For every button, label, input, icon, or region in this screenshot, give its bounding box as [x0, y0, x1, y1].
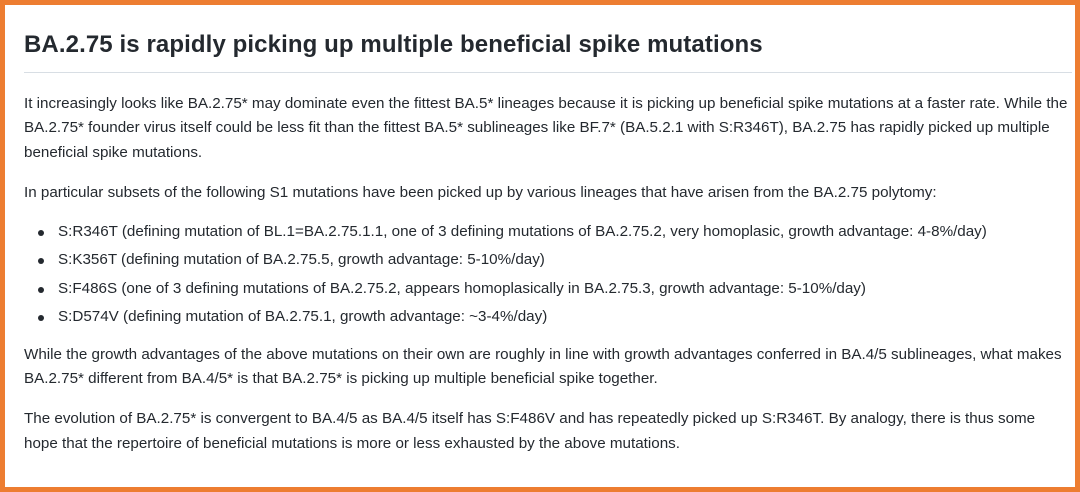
- mutations-intro-paragraph: In particular subsets of the following S…: [24, 184, 937, 202]
- intro-paragraph: It increasingly looks like BA.2.75* may …: [24, 95, 1068, 161]
- evolution-paragraph: The evolution of BA.2.75* is convergent …: [24, 410, 1036, 452]
- list-item: S:F486S (one of 3 defining mutations of …: [38, 277, 1072, 301]
- article-title: BA.2.75 is rapidly picking up multiple b…: [24, 27, 1072, 73]
- mutation-text: S:D574V (defining mutation of BA.2.75.1,…: [58, 308, 548, 326]
- list-item: S:R346T (defining mutation of BL.1=BA.2.…: [38, 220, 1072, 244]
- bullet-icon: [38, 315, 44, 322]
- list-item: S:D574V (defining mutation of BA.2.75.1,…: [38, 305, 1072, 329]
- article-body: BA.2.75 is rapidly picking up multiple b…: [24, 27, 1072, 456]
- bullet-icon: [38, 286, 44, 293]
- list-item: S:K356T (defining mutation of BA.2.75.5,…: [38, 248, 1072, 272]
- mutation-text: S:R346T (defining mutation of BL.1=BA.2.…: [58, 222, 987, 240]
- mutation-text: S:F486S (one of 3 defining mutations of …: [58, 279, 866, 297]
- mutation-text: S:K356T (defining mutation of BA.2.75.5,…: [58, 251, 545, 269]
- bullet-icon: [38, 229, 44, 236]
- mutation-list: S:R346T (defining mutation of BL.1=BA.2.…: [24, 220, 1072, 330]
- bullet-icon: [38, 258, 44, 265]
- growth-paragraph: While the growth advantages of the above…: [24, 345, 1062, 388]
